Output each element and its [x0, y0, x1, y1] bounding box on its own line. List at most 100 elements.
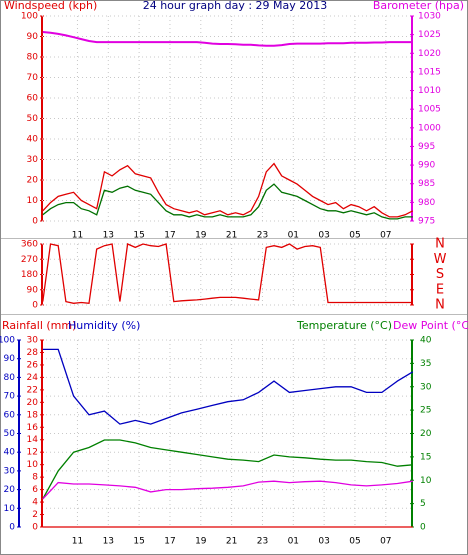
y-axis-title: Windspeed (kph): [4, 0, 97, 12]
y-tick-label: 100: [21, 12, 38, 22]
series-line: [42, 162, 414, 218]
x-tick-label: 21: [226, 537, 237, 547]
y2-tick-label: 5: [420, 499, 426, 509]
y3-tick-label: 6: [32, 485, 38, 495]
x-tick-label: 01: [288, 231, 299, 241]
x-tick-label: 05: [349, 537, 360, 547]
legend-dew-point: Dew Point (°C): [393, 319, 468, 332]
y-tick-label: 30: [27, 155, 39, 165]
y-tick-label: 60: [4, 410, 16, 420]
y3-tick-label: 18: [27, 410, 39, 420]
series-line: [42, 243, 413, 305]
series-line: [42, 439, 413, 500]
y3-tick-label: 14: [27, 435, 39, 445]
x-tick-label: 11: [72, 231, 83, 241]
y-tick-label: 50: [27, 114, 39, 124]
x-tick-label: 23: [257, 231, 268, 241]
y2-tick-label: 1015: [418, 67, 441, 77]
y2-tick-label: 0: [420, 523, 426, 533]
y-tick-label: 360: [21, 240, 38, 250]
y3-tick-label: 24: [27, 373, 39, 383]
y-tick-label: 10: [4, 504, 16, 514]
x-tick-label: 03: [318, 231, 329, 241]
y-tick-label: 0: [9, 523, 15, 533]
y2-axis-title: Barometer (hpa): [373, 0, 464, 12]
y2-tick-label: 40: [420, 336, 432, 346]
x-tick-label: 17: [164, 231, 175, 241]
y-tick-label: 30: [4, 466, 16, 476]
y2-tick-label: 1010: [418, 86, 441, 96]
y2-tick-label: E: [436, 282, 444, 297]
series-line: [42, 348, 414, 425]
x-tick-label: 21: [226, 231, 237, 241]
y2-tick-label: 1020: [418, 49, 441, 59]
y-tick-label: 20: [4, 485, 16, 495]
y-tick-label: 40: [27, 135, 39, 145]
y-tick-label: 20: [27, 176, 39, 186]
y3-tick-label: 0: [32, 523, 38, 533]
y-tick-label: 80: [27, 53, 39, 63]
legend-rainfall: Rainfall (mm): [2, 319, 76, 332]
legend-temperature: Temperature (°C): [296, 319, 392, 332]
y3-tick-label: 4: [32, 498, 38, 508]
y2-tick-label: 35: [420, 359, 431, 369]
y2-tick-label: W: [434, 252, 447, 267]
y2-tick-label: 30: [420, 382, 432, 392]
y2-tick-label: 975: [418, 217, 435, 227]
y2-tick-label: 990: [418, 161, 435, 171]
y-tick-label: 90: [4, 354, 16, 364]
y-tick-label: 180: [21, 270, 38, 280]
y2-tick-label: 20: [420, 429, 432, 439]
y-tick-label: 90: [27, 285, 39, 295]
y3-tick-label: 2: [32, 510, 38, 520]
series-line: [42, 31, 413, 47]
x-tick-label: 23: [257, 537, 268, 547]
y3-tick-label: 16: [27, 423, 39, 433]
y2-tick-label: 25: [420, 406, 431, 416]
x-tick-label: 01: [288, 537, 299, 547]
y3-tick-label: 10: [27, 460, 39, 470]
y-tick-label: 0: [32, 301, 38, 311]
y-tick-label: 70: [27, 73, 39, 83]
y3-tick-label: 22: [27, 385, 38, 395]
y-tick-label: 100: [0, 336, 15, 346]
y3-tick-label: 8: [32, 473, 38, 483]
x-tick-label: 19: [195, 537, 207, 547]
series-line: [42, 183, 413, 220]
y-tick-label: 10: [27, 196, 39, 206]
y-tick-label: 80: [4, 373, 16, 383]
y2-tick-label: 1000: [418, 123, 441, 133]
y3-tick-label: 26: [27, 360, 39, 370]
x-tick-label: 19: [195, 231, 207, 241]
y-tick-label: 60: [27, 94, 39, 104]
x-tick-label: 17: [164, 537, 175, 547]
y2-tick-label: S: [436, 267, 444, 282]
y2-tick-label: 985: [418, 179, 435, 189]
x-tick-label: 13: [103, 231, 114, 241]
y-tick-label: 50: [4, 429, 16, 439]
y2-tick-label: 980: [418, 198, 435, 208]
y2-tick-label: 1005: [418, 105, 441, 115]
y2-tick-label: 10: [420, 476, 432, 486]
y-tick-label: 0: [32, 217, 38, 227]
x-tick-label: 07: [380, 537, 391, 547]
x-tick-label: 07: [380, 231, 391, 241]
y-tick-label: 70: [4, 392, 16, 402]
y3-tick-label: 20: [27, 398, 39, 408]
x-tick-label: 15: [133, 231, 144, 241]
x-tick-label: 15: [133, 537, 144, 547]
y-tick-label: 40: [4, 448, 16, 458]
y2-tick-label: 995: [418, 142, 435, 152]
y2-tick-label: 1030: [418, 12, 441, 22]
y3-tick-label: 28: [27, 348, 39, 358]
x-tick-label: 03: [318, 537, 329, 547]
x-tick-label: 11: [72, 537, 83, 547]
chart-title: 24 hour graph day : 29 May 2013: [143, 0, 328, 12]
y2-tick-label: 15: [420, 452, 431, 462]
y2-tick-label: N: [435, 237, 445, 252]
legend-humidity: Humidity (%): [68, 319, 140, 332]
series-line: [42, 480, 413, 500]
y3-tick-label: 30: [27, 336, 39, 346]
